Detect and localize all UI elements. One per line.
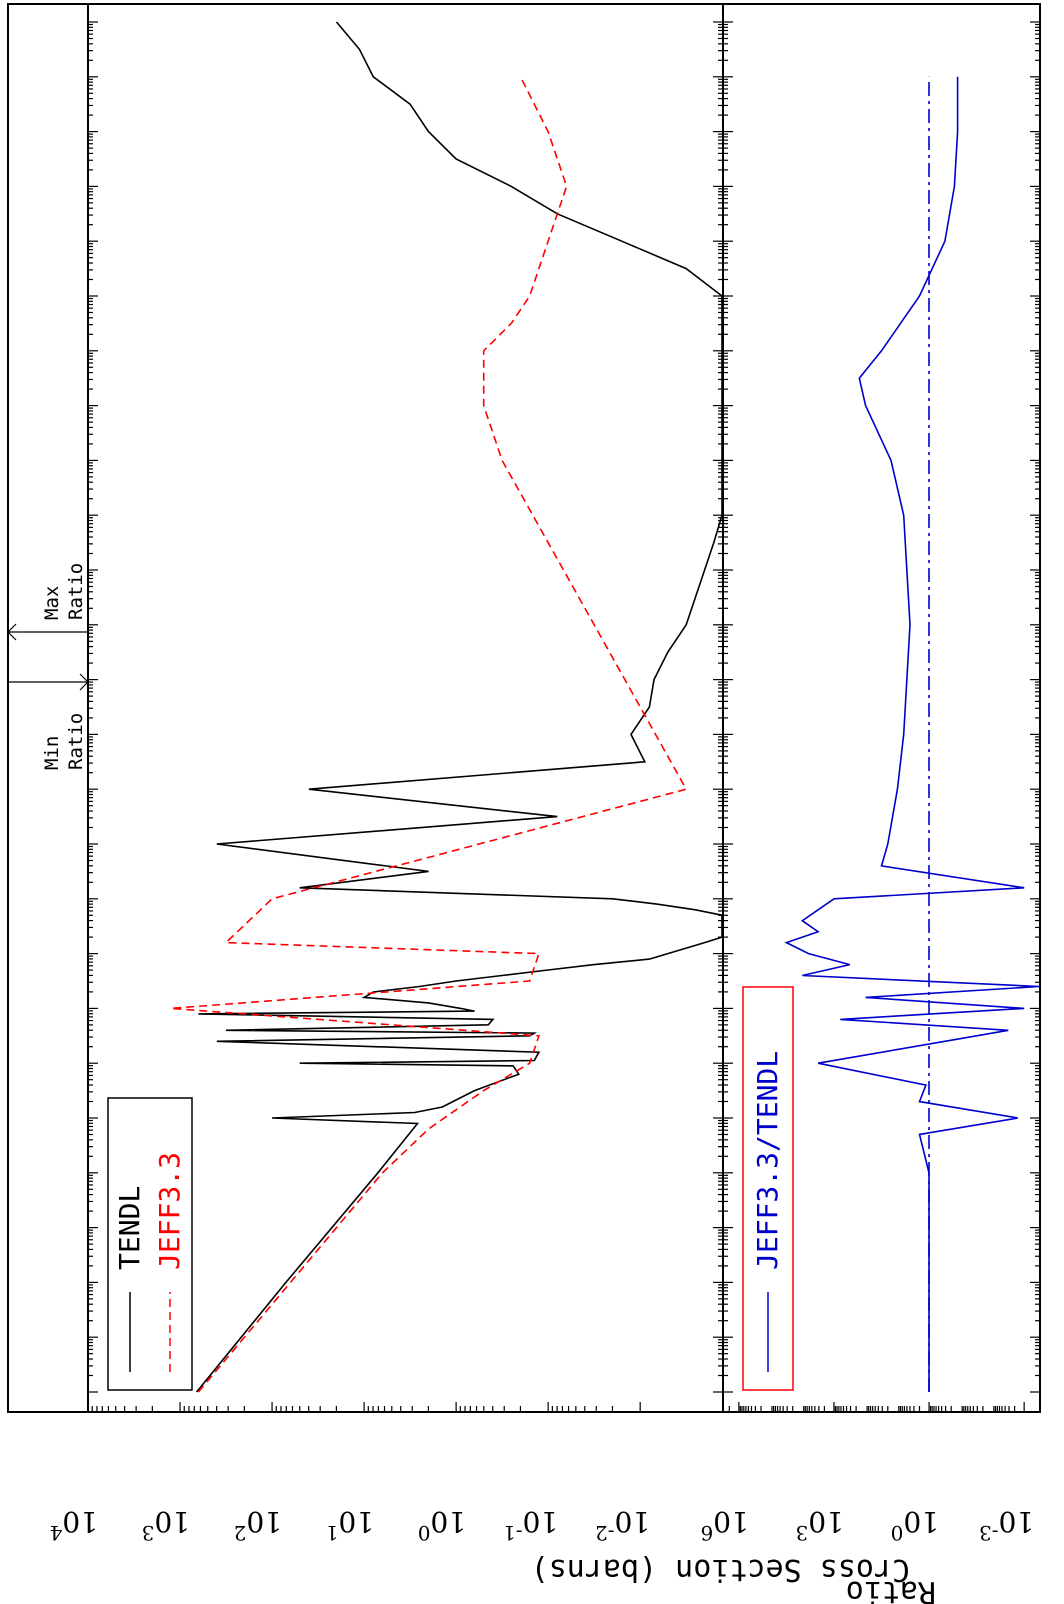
legend-top-box: [107, 1097, 193, 1391]
top-y-tick-label: 100: [418, 1505, 466, 1545]
bottom-y-tick-label: 100: [891, 1505, 939, 1545]
top-y-tick-label: 102: [234, 1505, 282, 1545]
series-line-jeff3-3-tendl: [784, 76, 1040, 1392]
top-series: [170, 21, 723, 1393]
legend-tendl-label: TENDL: [113, 1186, 146, 1270]
legend-ratio-label: JEFF3.3/TENDL: [751, 1051, 784, 1270]
legend-top: TENDL JEFF3.3: [107, 1097, 193, 1391]
top-y-tick-label: 104: [50, 1505, 98, 1545]
bottom-y-axis-label: Ratio: [846, 1574, 936, 1604]
legend-jeff-label: JEFF3.3: [153, 1152, 186, 1270]
top-y-tick-label: 103: [142, 1505, 190, 1545]
bottom-y-tick-label: 106: [700, 1505, 748, 1545]
top-y-tick-label: 10-1: [503, 1505, 558, 1545]
series-line-tendl: [195, 21, 723, 1393]
ratio-markers: Min Ratio Max Ratio: [7, 563, 89, 770]
bottom-y-tick-label: 10-3: [979, 1505, 1034, 1545]
series-line-jeff3-3: [170, 76, 688, 1393]
top-y-tick-label: 10-2: [595, 1505, 650, 1545]
bottom-y-ticks: 106 103 100 10-3: [700, 1402, 1034, 1545]
bottom-series: [784, 76, 1040, 1392]
legend-bottom: JEFF3.3/TENDL: [742, 986, 794, 1391]
min-ratio-label: Min Ratio: [41, 713, 87, 770]
max-ratio-arrow: [7, 623, 17, 641]
top-y-ticks: 104 103 102 101 100 10-1 10-2: [50, 1402, 650, 1545]
min-ratio-arrow: [79, 673, 89, 691]
top-y-axis-label: Cross Section (barns): [531, 1552, 910, 1587]
bottom-y-tick-label: 103: [796, 1505, 844, 1545]
top-y-tick-label: 101: [326, 1505, 374, 1545]
max-ratio-label: Max Ratio: [41, 563, 87, 620]
x-ticks: [88, 21, 1040, 1393]
